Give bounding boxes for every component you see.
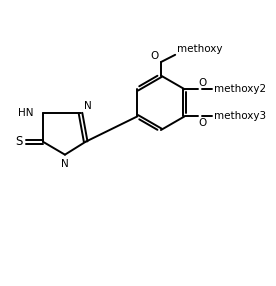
Text: O: O: [151, 51, 159, 61]
Text: O: O: [198, 78, 206, 88]
Text: methoxy2: methoxy2: [214, 84, 266, 94]
Text: methoxy3: methoxy3: [214, 112, 266, 122]
Text: N: N: [84, 101, 91, 111]
Text: N: N: [61, 159, 69, 169]
Text: HN: HN: [18, 108, 34, 118]
Text: O: O: [198, 118, 206, 128]
Text: S: S: [15, 135, 22, 148]
Text: methoxy: methoxy: [177, 43, 223, 53]
